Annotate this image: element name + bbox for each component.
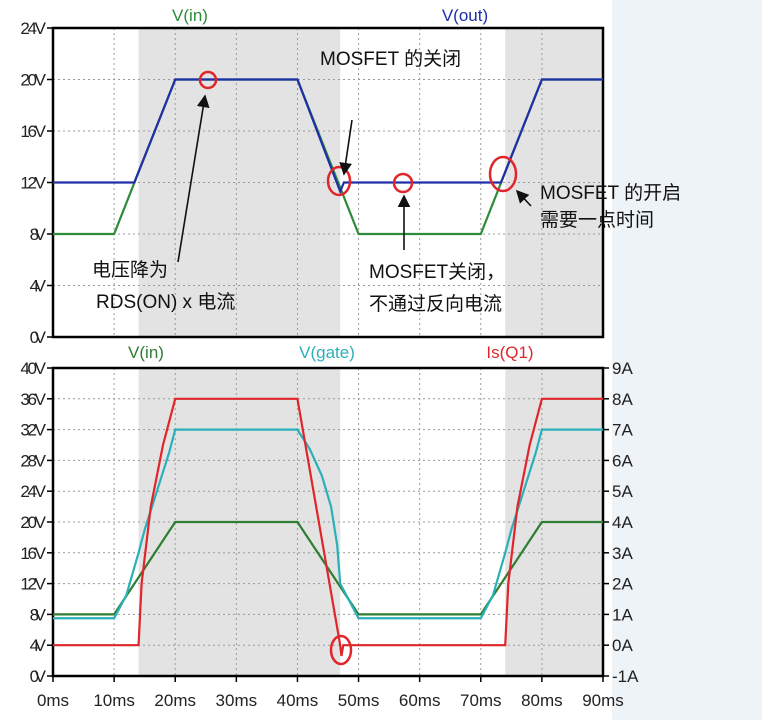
highlight-circle [198,70,218,90]
y-tick-label: 32V [20,421,46,440]
series-line-isq1 [53,397,603,657]
x-tick-label: 30ms [216,691,258,710]
x-tick-label: 40ms [277,691,319,710]
y-tick-label: 4V [30,277,47,296]
x-tick-label: 10ms [93,691,135,710]
y2-tick-label: 8A [612,390,633,409]
y-tick-label: 16V [20,544,46,563]
x-tick-label: 20ms [154,691,196,710]
y2-tick-label: 3A [612,544,633,563]
series-label-vout: V(out) [442,6,488,25]
annotation-mosfet-on: MOSFET 的开启 [540,182,681,204]
highlight-circle [488,155,518,193]
y-tick-label: 0V [30,667,47,686]
y-tick-label: 40V [20,359,46,378]
annotation-voltage-drop: 电压降为 [92,259,168,281]
series-label-vgate: V(gate) [299,343,355,362]
annotation-mosfet-off: MOSFET 的关闭 [320,48,461,70]
series-line-vout [53,78,603,195]
highlight-circle [392,172,414,194]
x-tick-label: 70ms [460,691,502,710]
chart-panel-1: 0V 4V 8V 12V 16V 20V 24V [20,19,605,347]
y-tick-label: 8V [30,225,47,244]
series-label-isq1: Is(Q1) [486,343,533,362]
annotation-arrow [177,94,210,263]
highlight-circle [329,634,353,666]
chart-panel-2: 0V 4V 8V 12V 16V 20V 24V 28V 32V 36V 40V -1A 0A 1A 2A 3… [20,359,639,710]
y-tick-label: 12V [20,174,46,193]
y2-tick-label: 9A [612,359,633,378]
y2-tick-label: 6A [612,451,633,470]
annotation-takes-time: 需要一点时间 [540,209,654,231]
y-tick-label: 0V [30,328,47,347]
background-decoration [612,0,762,720]
y2-tick-label: 1A [612,605,633,624]
x-tick-label: 80ms [521,691,563,710]
y2-tick-label: 2A [612,575,633,594]
annotation-rds-on: RDS(ON) x 电流 [96,291,235,313]
y2-tick-label: 4A [612,513,633,532]
y-tick-label: 16V [20,122,46,141]
y2-tick-label: 5A [612,482,633,501]
y-tick-label: 36V [20,390,46,409]
y-tick-label: 20V [20,513,46,532]
y-tick-label: 8V [30,605,47,624]
y2-tick-label: 0A [612,636,633,655]
y2-tick-label: -1A [612,667,639,686]
annotation-mosfet-closed: MOSFET关闭， [369,261,505,283]
y-tick-label: 12V [20,575,46,594]
series-label-vin: V(in) [172,6,208,25]
series-label-vin: V(in) [128,343,164,362]
x-tick-label: 60ms [399,691,441,710]
annotation-arrow [515,189,532,207]
highlight-circle [326,165,352,197]
y-tick-label: 4V [30,636,47,655]
annotation-no-reverse-current: 不通过反向电流 [369,293,502,315]
y-tick-label: 24V [20,19,46,38]
y-tick-label: 24V [20,482,46,501]
x-tick-label: 90ms [582,691,624,710]
annotation-arrow [339,119,353,176]
y2-tick-label: 7A [612,421,633,440]
x-tick-label: 50ms [338,691,380,710]
x-tick-label: 0ms [37,691,69,710]
y-tick-label: 20V [20,71,46,90]
y-tick-label: 28V [20,451,46,470]
